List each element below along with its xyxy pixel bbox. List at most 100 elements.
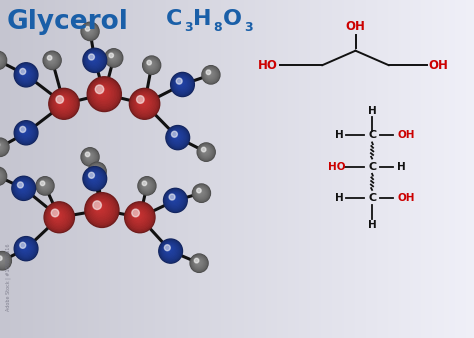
Circle shape	[162, 242, 179, 260]
Circle shape	[111, 55, 114, 58]
Circle shape	[86, 194, 118, 226]
Circle shape	[197, 188, 206, 197]
Circle shape	[0, 257, 5, 263]
Circle shape	[86, 27, 92, 33]
Circle shape	[91, 174, 96, 180]
Circle shape	[23, 130, 25, 132]
Circle shape	[90, 164, 105, 179]
Circle shape	[170, 195, 178, 203]
Circle shape	[169, 194, 175, 200]
Circle shape	[89, 197, 115, 223]
Circle shape	[173, 197, 174, 199]
Circle shape	[166, 191, 184, 209]
Circle shape	[0, 141, 6, 153]
Circle shape	[106, 50, 121, 66]
Circle shape	[92, 167, 97, 171]
Circle shape	[91, 81, 117, 107]
Circle shape	[19, 184, 25, 190]
Circle shape	[48, 56, 55, 64]
Circle shape	[58, 98, 66, 106]
Circle shape	[84, 26, 95, 37]
Circle shape	[17, 182, 29, 194]
Circle shape	[14, 121, 38, 145]
Circle shape	[22, 245, 27, 249]
Circle shape	[129, 207, 150, 227]
Circle shape	[0, 172, 1, 179]
Circle shape	[17, 181, 30, 195]
Circle shape	[94, 83, 114, 104]
Circle shape	[144, 57, 159, 73]
Circle shape	[0, 255, 7, 266]
Circle shape	[159, 239, 182, 263]
Circle shape	[22, 71, 27, 75]
Circle shape	[85, 193, 119, 227]
Circle shape	[196, 188, 206, 198]
Circle shape	[18, 182, 23, 188]
Circle shape	[128, 206, 151, 229]
Circle shape	[14, 63, 38, 87]
Circle shape	[196, 260, 201, 264]
Circle shape	[149, 63, 152, 66]
Circle shape	[83, 167, 107, 191]
Circle shape	[139, 98, 146, 106]
Circle shape	[89, 172, 94, 178]
Circle shape	[50, 208, 68, 226]
Circle shape	[136, 95, 151, 111]
Circle shape	[20, 185, 24, 189]
Circle shape	[85, 50, 105, 70]
Text: H: H	[336, 130, 344, 140]
Circle shape	[93, 168, 100, 174]
Circle shape	[87, 153, 91, 158]
Circle shape	[21, 185, 23, 187]
Circle shape	[0, 51, 7, 70]
Circle shape	[88, 29, 89, 31]
Circle shape	[16, 180, 31, 196]
Circle shape	[54, 212, 61, 219]
Circle shape	[199, 190, 202, 193]
Circle shape	[173, 75, 191, 93]
Circle shape	[20, 242, 26, 248]
Text: HO: HO	[258, 59, 278, 72]
Circle shape	[138, 177, 156, 195]
Circle shape	[82, 23, 98, 40]
Text: 8: 8	[213, 21, 222, 34]
Circle shape	[88, 53, 101, 67]
Circle shape	[148, 62, 153, 67]
Circle shape	[36, 177, 54, 195]
Circle shape	[163, 243, 178, 259]
Circle shape	[202, 148, 209, 154]
Circle shape	[86, 51, 103, 69]
Circle shape	[88, 162, 106, 180]
Circle shape	[161, 241, 181, 261]
Circle shape	[169, 128, 186, 146]
Circle shape	[165, 246, 173, 254]
Circle shape	[53, 211, 63, 221]
Text: Glycerol: Glycerol	[7, 9, 129, 35]
Circle shape	[81, 22, 99, 41]
Circle shape	[147, 61, 155, 68]
Circle shape	[175, 135, 177, 137]
Circle shape	[207, 71, 213, 77]
Circle shape	[19, 68, 31, 80]
Circle shape	[18, 183, 27, 191]
Circle shape	[193, 258, 204, 268]
Circle shape	[206, 70, 210, 75]
Circle shape	[89, 78, 120, 110]
Circle shape	[55, 95, 71, 111]
Circle shape	[86, 152, 93, 160]
Circle shape	[0, 255, 8, 267]
Circle shape	[133, 92, 156, 115]
Text: 3: 3	[184, 21, 192, 34]
Circle shape	[18, 67, 34, 82]
Circle shape	[135, 94, 153, 112]
Circle shape	[143, 182, 149, 188]
Circle shape	[20, 243, 30, 253]
Circle shape	[147, 60, 151, 65]
Circle shape	[99, 89, 105, 95]
Circle shape	[92, 200, 109, 218]
Circle shape	[19, 242, 31, 254]
Circle shape	[0, 138, 9, 156]
Circle shape	[83, 24, 97, 38]
Circle shape	[0, 171, 2, 180]
Circle shape	[15, 238, 37, 260]
